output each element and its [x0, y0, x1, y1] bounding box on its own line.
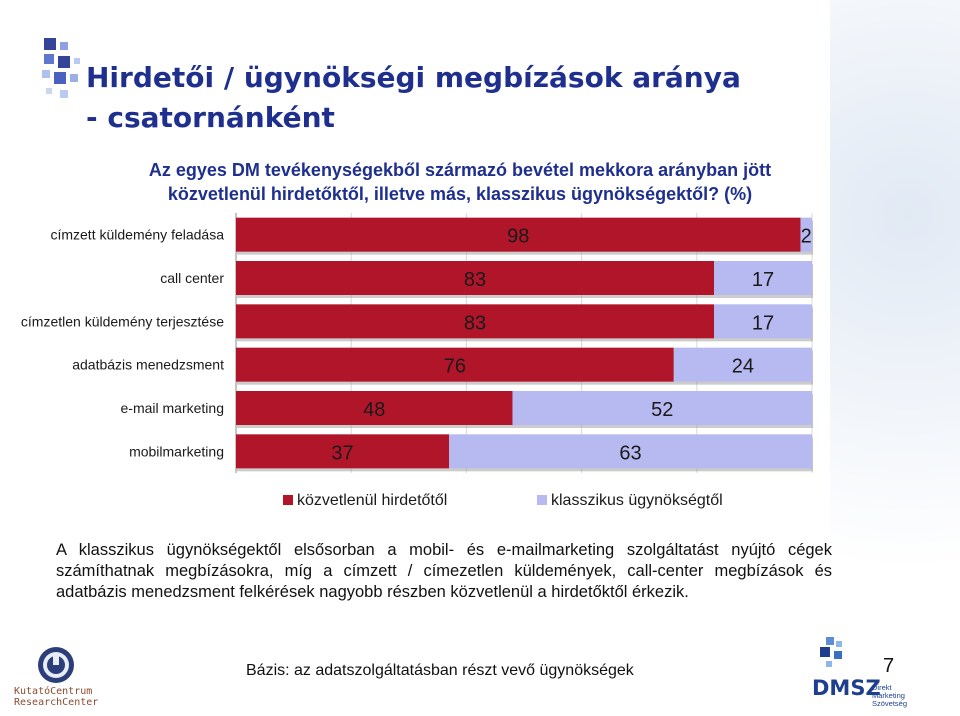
page-number: 7 — [883, 655, 895, 677]
chart-bars — [236, 217, 813, 472]
data-label: 63 — [619, 442, 641, 464]
data-label: 37 — [331, 442, 353, 464]
data-label: 24 — [732, 356, 754, 378]
footer-base-note: Bázis: az adatszolgáltatásban részt vevő… — [246, 662, 634, 679]
decorative-dots-icon — [42, 38, 80, 98]
chart-legend: közvetlenül hirdetőtől klasszikus ügynöks… — [283, 492, 723, 509]
title-line-2: - csatornánként — [86, 101, 335, 134]
data-label: 48 — [363, 399, 385, 421]
category-label: e-mail marketing — [121, 400, 224, 416]
bar-direct — [236, 217, 801, 252]
category-label: címzett küldemény feladása — [50, 227, 224, 243]
page-title: Hirdetői / ügynökségi megbízások aránya … — [86, 58, 741, 138]
dmsz-logo-icon — [820, 637, 842, 667]
bar-agency — [673, 347, 812, 382]
logo-left-line-1: KutatóCentrum — [14, 686, 93, 697]
summary-note: A klasszikus ügynökségektől elsősorban a… — [56, 541, 832, 601]
category-label: címzetlen küldemény terjesztése — [21, 313, 224, 329]
data-label: 17 — [752, 312, 774, 334]
bar-agency — [714, 304, 812, 339]
kutatocentrum-logo-text: KutatóCentrum ResearchCenter — [14, 686, 98, 708]
logo-right-sub-2: Marketing — [872, 691, 905, 700]
bar-direct — [236, 304, 715, 339]
category-label: mobilmarketing — [129, 443, 224, 459]
kutatocentrum-logo-icon — [38, 647, 74, 683]
title-line-1: Hirdetői / ügynökségi megbízások aránya — [86, 61, 741, 94]
category-label: call center — [160, 270, 224, 286]
bar-direct — [236, 434, 450, 469]
bar-agency — [449, 434, 812, 469]
background-decoration — [830, 0, 960, 716]
logo-right-sub-3: Szövetség — [872, 699, 908, 708]
bar-direct — [236, 391, 513, 425]
bar-direct — [236, 347, 674, 382]
category-label: adatbázis menedzsment — [72, 357, 224, 373]
data-label: 83 — [464, 312, 486, 334]
data-label: 76 — [444, 356, 466, 378]
bar-direct — [236, 261, 715, 295]
chart-grid — [235, 213, 813, 473]
legend-swatch — [537, 495, 547, 505]
data-label: 83 — [464, 269, 486, 291]
logo-left-line-2: ResearchCenter — [14, 697, 99, 708]
legend-label: klasszikus ügynökségtől — [551, 492, 723, 509]
dmsz-logo-subtext: Direkt Marketing Szövetség — [872, 684, 907, 708]
dmsz-logo-text: DMSZ — [812, 676, 881, 700]
legend-label: közvetlenül hirdetőtől — [297, 492, 447, 509]
data-label: 52 — [651, 399, 673, 421]
data-label: 2 — [801, 226, 812, 248]
stacked-bar-chart: címzett küldemény feladása 98 2 call center… — [21, 213, 813, 509]
bar-agency — [800, 217, 812, 252]
legend-swatch — [283, 495, 293, 505]
data-label: 98 — [507, 226, 529, 248]
data-label: 17 — [752, 269, 774, 291]
chart-title: Az egyes DM tevékenységekből származó be… — [148, 160, 772, 204]
bar-agency — [512, 391, 812, 425]
logo-right-sub-1: Direkt — [872, 683, 892, 692]
bar-agency — [714, 261, 812, 295]
chart-labels: címzett küldemény feladása 98 2 call center… — [21, 226, 812, 465]
